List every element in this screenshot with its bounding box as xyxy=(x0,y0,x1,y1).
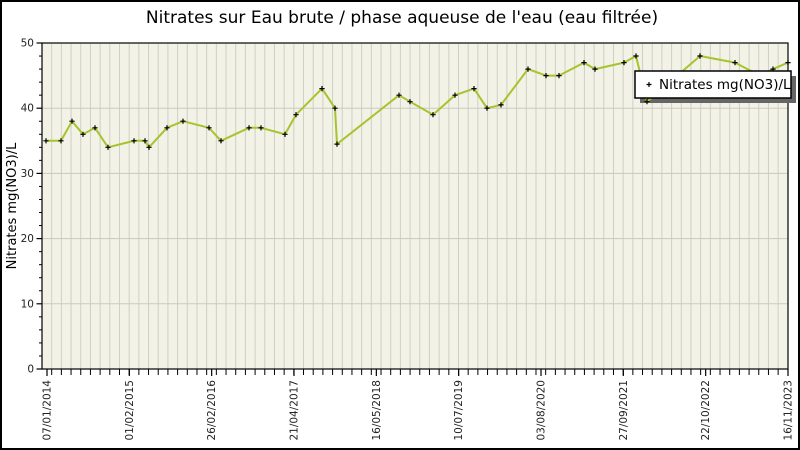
x-tick-label: 22/10/2022 xyxy=(700,380,712,441)
chart-title: Nitrates sur Eau brute / phase aqueuse d… xyxy=(146,8,658,28)
y-tick-label: 50 xyxy=(21,38,34,50)
x-tick-label: 01/02/2015 xyxy=(124,380,136,441)
x-tick-label: 26/02/2016 xyxy=(206,380,218,441)
y-tick-label: 10 xyxy=(21,298,34,310)
y-tick-label: 0 xyxy=(27,364,34,376)
x-tick-label: 03/08/2020 xyxy=(536,380,548,441)
legend-series-marker-icon xyxy=(646,82,652,87)
legend-label: Nitrates mg(NO3)/L xyxy=(659,77,791,93)
x-tick-label: 10/07/2019 xyxy=(453,380,465,441)
data-point-markers xyxy=(43,53,791,150)
x-tick-label: 27/09/2021 xyxy=(618,380,630,441)
nitrates-data-line xyxy=(46,55,789,149)
series-layer xyxy=(43,53,791,150)
y-tick-label: 20 xyxy=(21,233,34,245)
legend: Nitrates mg(NO3)/L xyxy=(634,70,792,99)
legend-box xyxy=(634,70,792,99)
x-tick-label: 21/04/2017 xyxy=(289,380,301,441)
grid-layer: 0 10 20 30 40 50 07/01/2014 01/02/2015 26/02/201… xyxy=(21,38,795,441)
y-tick-label: 30 xyxy=(21,168,34,180)
y-tick-label: 40 xyxy=(21,103,34,115)
x-tick-label: 16/05/2018 xyxy=(371,380,383,441)
x-tick-label: 16/11/2023 xyxy=(783,380,795,441)
plot-border xyxy=(41,42,789,370)
y-axis-title: Nitrates mg(NO3)/L xyxy=(5,142,20,269)
x-tick-label: 07/01/2014 xyxy=(42,380,54,441)
